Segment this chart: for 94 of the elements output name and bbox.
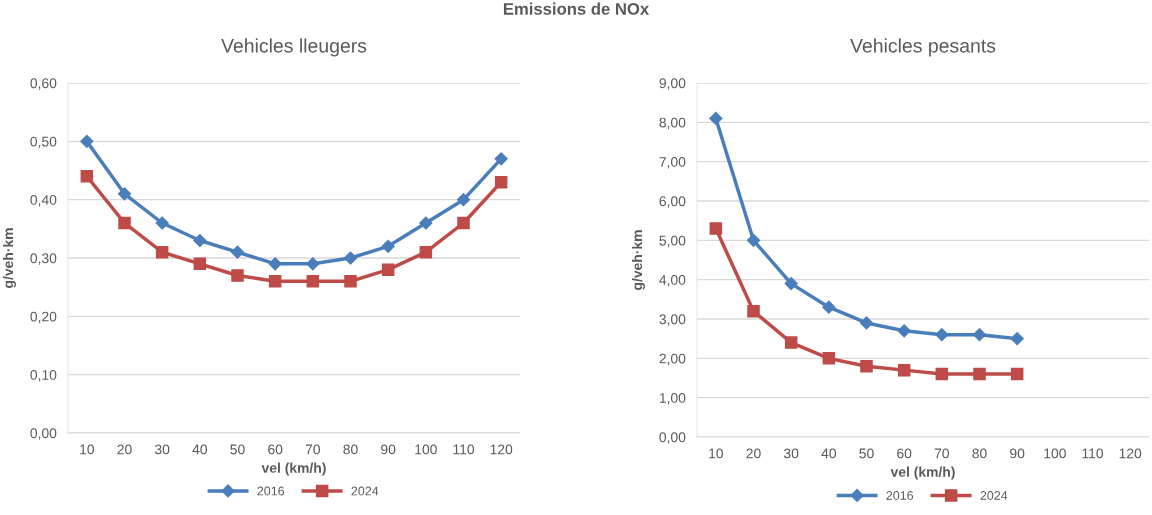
point [155, 216, 169, 230]
x-tick-label: 30 [154, 444, 170, 455]
point [193, 257, 207, 271]
y-tick-label: 0,30 [30, 253, 57, 265]
point [230, 245, 245, 259]
text: Emissions de NOx [503, 2, 650, 15]
x-tick-label: 10 [709, 448, 724, 459]
point [973, 367, 986, 381]
point [1010, 332, 1024, 346]
x-tick-label: 20 [117, 444, 132, 455]
legend-label: 2024 [980, 491, 1008, 500]
point [381, 263, 395, 276]
x-tick-label: 70 [934, 448, 950, 459]
y-tick-label: 0,40 [30, 195, 57, 207]
point [784, 336, 798, 349]
point [80, 134, 94, 148]
y-tick-label: 0,60 [30, 78, 57, 90]
x-tick-label: 60 [268, 444, 283, 455]
point [897, 363, 911, 377]
x-tick-label: 60 [897, 448, 912, 459]
chart-title: Vehicles lleugers [221, 38, 367, 57]
x-tick-label: 10 [80, 444, 95, 455]
x-tick-label: 80 [972, 448, 987, 459]
point [344, 275, 357, 288]
x-tick-label: 40 [192, 444, 208, 455]
point [306, 275, 320, 288]
point [117, 187, 132, 201]
x-tick-label: 50 [859, 448, 874, 459]
y-tick-label: 0,10 [30, 370, 57, 382]
point [747, 304, 760, 318]
y-tick-label: 1,00 [659, 393, 686, 405]
x-tick-label: 80 [343, 444, 358, 455]
point [155, 245, 169, 259]
x-tick-label: 90 [1010, 448, 1025, 459]
chart-title: Vehicles pesants [850, 38, 996, 57]
x-axis-title: vel (km/h) [890, 466, 955, 480]
y-tick-label: 9,00 [659, 78, 686, 90]
x-tick-label: 120 [1119, 448, 1142, 459]
point [822, 300, 836, 314]
x-tick-label: 100 [1044, 448, 1066, 459]
point [419, 245, 433, 259]
x-tick-label: 50 [230, 444, 245, 455]
point [709, 222, 723, 235]
x-tick-label: 30 [783, 448, 799, 459]
point [306, 257, 320, 271]
x-tick-label: 110 [1082, 448, 1104, 459]
y-tick-label: 0,00 [30, 428, 57, 440]
y-tick-label: 0,20 [30, 311, 57, 324]
x-tick-label: 90 [381, 444, 396, 455]
point [343, 251, 358, 265]
point [746, 233, 761, 247]
x-tick-label: 40 [821, 448, 837, 459]
point [268, 275, 282, 288]
y-tick-label: 2,00 [659, 353, 686, 366]
point [231, 269, 244, 282]
y-tick-label: 6,00 [659, 196, 686, 208]
point [709, 111, 723, 125]
x-tick-label: 100 [415, 444, 437, 455]
point [457, 216, 470, 230]
point [860, 359, 873, 373]
point [268, 257, 282, 271]
y-tick-label: 5,00 [659, 235, 686, 248]
point [784, 277, 798, 291]
y-tick-label: 0,00 [659, 432, 686, 444]
x-tick-label: 120 [490, 444, 513, 455]
point [80, 170, 94, 183]
point [935, 367, 949, 381]
point [419, 216, 433, 230]
y-tick-label: 0,50 [30, 136, 57, 149]
point [494, 175, 508, 189]
point [193, 233, 207, 248]
point [1010, 367, 1024, 381]
point [822, 352, 836, 365]
point [118, 216, 131, 230]
legend-label: 2024 [351, 486, 379, 496]
x-tick-label: 110 [453, 444, 475, 455]
legend-label: 2016 [886, 491, 914, 500]
y-tick-label: 4,00 [659, 275, 686, 287]
y-axis-title: g/veh·km [631, 230, 645, 290]
y-tick-label: 7,00 [659, 157, 686, 169]
point [935, 328, 949, 342]
x-axis-title: vel (km/h) [261, 462, 326, 476]
point [859, 316, 874, 330]
legend-label: 2016 [257, 486, 285, 496]
point [972, 328, 987, 342]
y-tick-label: 8,00 [659, 117, 686, 130]
point [494, 152, 508, 166]
y-axis-title: g/veh·km [2, 228, 16, 288]
x-tick-label: 70 [305, 444, 321, 455]
y-tick-label: 3,00 [659, 314, 686, 326]
point [381, 239, 395, 253]
point [456, 193, 471, 207]
point [897, 324, 911, 338]
x-tick-label: 20 [746, 448, 761, 459]
